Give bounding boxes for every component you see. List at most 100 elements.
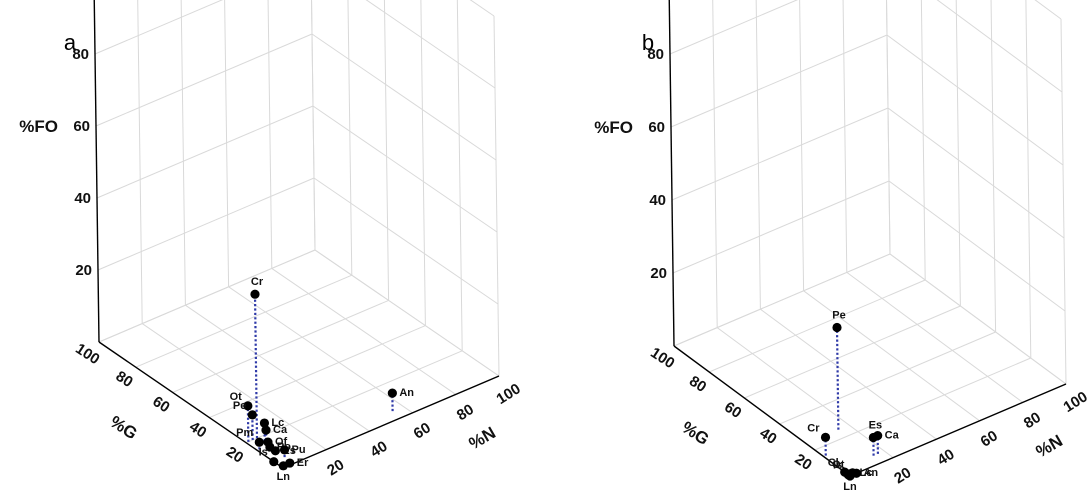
grid-line bbox=[889, 253, 1067, 385]
point-ln bbox=[845, 471, 855, 481]
y-axis-line bbox=[673, 345, 851, 477]
z-tick-label: 40 bbox=[74, 190, 91, 207]
grid-line bbox=[886, 0, 891, 255]
point-label-cr: Cr bbox=[251, 276, 264, 288]
point-label-cl: Cl bbox=[828, 457, 839, 469]
grid-line bbox=[267, 0, 273, 269]
panel-letter: a bbox=[64, 30, 77, 55]
grid-line bbox=[314, 249, 500, 377]
point-pm bbox=[254, 437, 264, 447]
grid-line bbox=[779, 331, 996, 425]
z-axis-line bbox=[668, 0, 675, 347]
grid-line bbox=[672, 180, 890, 274]
grid-line bbox=[493, 15, 500, 377]
point-label-es: Es bbox=[869, 419, 882, 431]
grid-line bbox=[228, 286, 413, 414]
point-ca bbox=[873, 431, 883, 441]
grid-line bbox=[936, 0, 1063, 93]
point-label-an: An bbox=[399, 387, 414, 399]
point-label-ot: Ot bbox=[832, 459, 845, 471]
grid-line bbox=[271, 267, 457, 395]
grid-line bbox=[180, 0, 186, 306]
grid-line bbox=[420, 0, 426, 326]
grid-line bbox=[469, 0, 495, 17]
x-tick-label: 80 bbox=[454, 401, 477, 424]
chart-panel-a: a204060801002040608010020406080100%N%G%F… bbox=[19, 0, 524, 483]
point-label-of: Of bbox=[275, 436, 288, 448]
z-axis-label: %FO bbox=[594, 118, 633, 137]
grid-line bbox=[311, 0, 316, 251]
y-tick-label: 100 bbox=[72, 340, 102, 368]
grid-line bbox=[365, 0, 496, 89]
z-tick-label: 80 bbox=[72, 46, 89, 63]
point-label-an: An bbox=[863, 467, 878, 479]
grid-line bbox=[224, 0, 230, 287]
x-tick-label: 100 bbox=[493, 380, 523, 408]
y-tick-label: 20 bbox=[223, 443, 246, 466]
grid-line bbox=[760, 308, 937, 440]
x-tick-label: 60 bbox=[411, 419, 434, 442]
grid-line bbox=[842, 0, 848, 273]
z-axis-label: %FO bbox=[19, 117, 58, 136]
point-cr bbox=[250, 289, 260, 299]
point-label-pe: Pe bbox=[233, 400, 246, 412]
grid-line bbox=[383, 0, 390, 301]
point-label-pu: Pu bbox=[292, 444, 306, 456]
point-label-ln: Ln bbox=[843, 481, 857, 491]
point-label-ca: Ca bbox=[885, 430, 900, 442]
point-ot bbox=[243, 401, 253, 411]
point-label-er: Er bbox=[297, 457, 309, 469]
grid-line bbox=[456, 0, 463, 351]
point-label-pm: Pm bbox=[236, 427, 253, 439]
point-ln bbox=[278, 461, 288, 471]
grid-line bbox=[347, 0, 353, 276]
point-label-lc: Lc bbox=[271, 417, 284, 429]
point-is bbox=[269, 457, 279, 467]
point-label-ca: Ca bbox=[273, 424, 288, 436]
point-label-is: Is bbox=[259, 447, 268, 459]
grid-line bbox=[1034, 0, 1062, 20]
grid-line bbox=[755, 0, 761, 310]
panel-letter: b bbox=[642, 30, 654, 55]
y-tick-label: 60 bbox=[721, 399, 744, 422]
grid-line bbox=[137, 0, 143, 324]
z-tick-label: 60 bbox=[648, 119, 665, 136]
x-tick-label: 40 bbox=[934, 446, 957, 469]
point-stem-ot bbox=[246, 405, 250, 442]
grid-line bbox=[803, 290, 980, 422]
point-es bbox=[270, 446, 280, 456]
z-tick-label: 80 bbox=[647, 46, 664, 63]
x-axis-label: %N bbox=[1033, 431, 1066, 461]
grid-line bbox=[814, 357, 1031, 451]
grid-line bbox=[246, 350, 463, 444]
y-tick-label: 40 bbox=[186, 418, 209, 441]
point-label-is: Is bbox=[833, 460, 842, 472]
point-pe bbox=[247, 410, 257, 420]
grid-line bbox=[673, 253, 891, 347]
grid-line bbox=[96, 105, 314, 199]
grid-line bbox=[97, 177, 315, 271]
y-tick-label: 40 bbox=[756, 425, 779, 448]
grid-line bbox=[887, 107, 1065, 239]
x-axis-line bbox=[849, 383, 1067, 477]
x-tick-label: 40 bbox=[367, 438, 390, 461]
y-tick-label: 80 bbox=[686, 373, 709, 396]
x-tick-label: 100 bbox=[1060, 388, 1090, 416]
point-stem-pe bbox=[835, 327, 840, 430]
grid-line bbox=[141, 323, 327, 451]
point-ca bbox=[261, 425, 271, 435]
point-label-cr: Cr bbox=[807, 422, 820, 434]
grid-line bbox=[709, 279, 926, 373]
x-tick-label: 20 bbox=[891, 464, 914, 487]
y-tick-label: 60 bbox=[149, 393, 172, 416]
x-axis-line bbox=[282, 375, 500, 469]
grid-line bbox=[888, 180, 1066, 312]
z-tick-label: 60 bbox=[73, 118, 90, 135]
x-tick-label: 80 bbox=[1021, 409, 1044, 432]
point-cr bbox=[820, 432, 831, 442]
y-tick-label: 20 bbox=[792, 451, 815, 474]
grid-line bbox=[670, 34, 888, 128]
z-axis-line bbox=[93, 0, 100, 343]
grid-line bbox=[920, 0, 926, 281]
